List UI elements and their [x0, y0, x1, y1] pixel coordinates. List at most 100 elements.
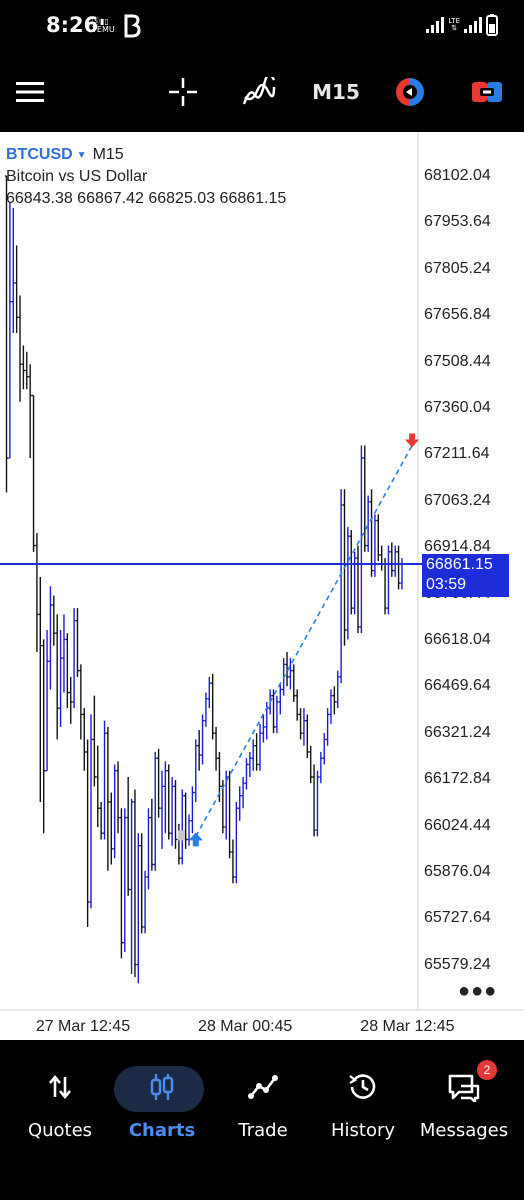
- ohlc-bar: [25, 351, 29, 390]
- symbol-selector[interactable]: BTCUSD ▼ M15: [6, 146, 124, 164]
- price-tick-label: 68102.04: [424, 167, 491, 184]
- ohlc-bar: [329, 689, 333, 724]
- current-price: 66861.15: [426, 556, 493, 573]
- nav-history[interactable]: History: [313, 1062, 413, 1172]
- nav-trade[interactable]: Trade: [213, 1062, 313, 1172]
- signal-icon: [426, 17, 445, 33]
- status-sim-indicator: Ⓢ▮▯ TEMU: [92, 17, 115, 34]
- nav-charts-label: Charts: [128, 1120, 196, 1141]
- ohlc-bar: [82, 708, 86, 771]
- ohlc-bar: [292, 664, 296, 702]
- ohlc-bar: [163, 761, 167, 834]
- time-tick-label: 27 Mar 12:45: [35, 1018, 131, 1035]
- current-price-tag: 66861.15 03:59: [422, 554, 509, 597]
- ohlc-bar: [48, 586, 53, 690]
- ohlc-bar: [99, 801, 103, 840]
- time-tick-label: 28 Mar 00:45: [198, 1018, 293, 1035]
- ohlc-bar: [369, 489, 374, 577]
- ohlc-bar: [251, 739, 255, 771]
- bottom-navigation: Quotes Charts Trade: [0, 1040, 524, 1200]
- price-tick-label: 66914.84: [424, 538, 491, 556]
- nav-quotes-label: Quotes: [27, 1120, 93, 1141]
- ohlc-bar: [170, 776, 174, 846]
- status-right-icons: LTE ⇅: [426, 14, 498, 36]
- chart-area[interactable]: BTCUSD ▼ M15 Bitcoin vs US Dollar 66843.…: [0, 132, 524, 1040]
- ohlc-bar: [8, 201, 12, 459]
- nav-messages[interactable]: 2 Messages: [414, 1060, 514, 1172]
- symbol-timeframe: M15: [92, 146, 124, 163]
- ohlc-bar: [197, 730, 201, 771]
- ohlc-bar: [285, 651, 289, 687]
- ohlc-bar: [390, 542, 394, 577]
- price-tick-label: 65579.24: [424, 955, 491, 973]
- quick-trade-button[interactable]: [470, 52, 504, 132]
- ohlc-bar: [376, 514, 380, 562]
- symbol-name[interactable]: BTCUSD: [6, 146, 73, 163]
- ohlc-bar: [35, 533, 39, 652]
- ohlc-bar: [177, 823, 181, 865]
- ohlc-bar: [92, 695, 96, 787]
- one-click-trading-icon: [396, 78, 424, 106]
- ohlc-bar: [339, 489, 343, 684]
- ohlc-bar: [258, 723, 262, 771]
- ohlc-bar: [58, 630, 63, 727]
- price-tick-label: 65876.04: [424, 863, 491, 880]
- ohlc-bar: [45, 630, 49, 772]
- ohlc-bar: [295, 689, 299, 721]
- trade-trend-line: [195, 445, 413, 837]
- nav-charts[interactable]: Charts: [112, 1062, 212, 1172]
- ohlc-bar: [353, 551, 357, 615]
- ohlc-bar: [224, 770, 228, 840]
- timeframe-button[interactable]: M15: [312, 80, 360, 104]
- ohlc-bar: [349, 529, 353, 615]
- indicators-button[interactable]: [238, 52, 280, 132]
- ohlc-bar: [113, 764, 117, 859]
- ohlc-bar: [315, 770, 320, 837]
- nav-messages-label: Messages: [419, 1120, 509, 1141]
- ohlc-bar: [200, 714, 205, 765]
- ohlc-bar: [278, 683, 282, 715]
- ohlc-bar: [288, 658, 293, 690]
- ohlc-bar: [28, 364, 32, 459]
- price-chart[interactable]: [0, 132, 524, 1040]
- symbol-dropdown-icon[interactable]: ▼: [76, 149, 87, 161]
- nav-quotes[interactable]: Quotes: [10, 1062, 110, 1172]
- ohlc-bar: [231, 839, 235, 884]
- price-tick-label: 67953.64: [424, 213, 491, 231]
- ohlc-bar: [167, 764, 171, 840]
- ohlc-bar: [363, 445, 367, 552]
- ohlc-bar: [190, 786, 194, 834]
- menu-button[interactable]: [10, 52, 50, 132]
- ohlc-bar: [244, 758, 249, 790]
- ohlc-bar: [180, 789, 184, 865]
- ohlc-bar: [275, 695, 279, 734]
- price-tick-label: 67508.44: [424, 352, 491, 370]
- price-tick-label: 67211.64: [424, 445, 490, 463]
- ohlc-bar: [15, 245, 19, 333]
- ohlc-bar: [62, 614, 66, 693]
- price-tick-label: 67360.04: [424, 399, 491, 416]
- ohlc-bar: [271, 689, 276, 734]
- more-options-icon[interactable]: ●●●: [458, 980, 498, 1002]
- one-click-trading-button[interactable]: [390, 52, 430, 132]
- crosshair-button[interactable]: [163, 52, 203, 132]
- ohlc-bar: [133, 789, 137, 978]
- price-tick-label: 67656.84: [424, 306, 491, 324]
- sell-arrow-icon: [405, 433, 420, 448]
- nav-trade-label: Trade: [238, 1120, 288, 1141]
- price-tick-label: 66618.04: [424, 631, 491, 648]
- price-tick-label: 66172.84: [424, 770, 491, 788]
- nav-history-label: History: [330, 1120, 396, 1141]
- ohlc-bar: [336, 670, 340, 709]
- messages-badge: 2: [477, 1060, 497, 1080]
- price-tick-label: 66321.24: [424, 723, 491, 741]
- ohlc-bar: [261, 714, 265, 743]
- ohlc-bar: [140, 833, 144, 934]
- indicators-icon: [242, 77, 276, 105]
- ohlc-bar: [116, 761, 120, 834]
- price-tick-label: 66469.64: [424, 677, 491, 695]
- ohlc-bar: [207, 676, 211, 709]
- ohlc-bar: [96, 745, 100, 827]
- ohlc-bar: [227, 770, 232, 859]
- ohlc-bar: [38, 576, 42, 802]
